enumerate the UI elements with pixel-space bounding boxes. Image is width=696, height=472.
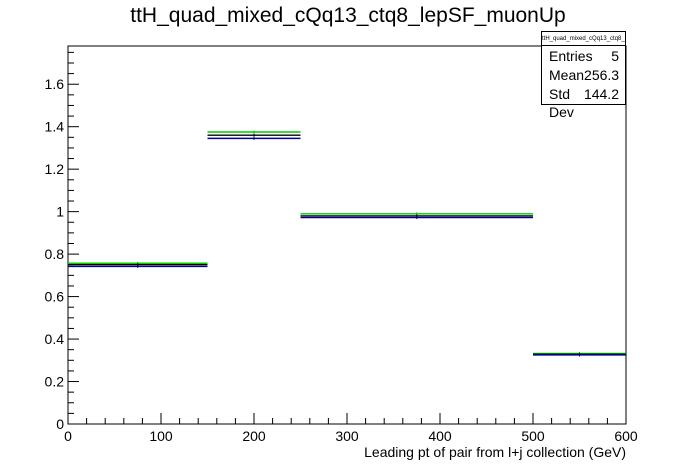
y-tick-label: 0.6 [45,289,65,305]
stats-box: ttH_quad_mixed_cQq13_ctq8_lepSF_muonUp E… [541,31,626,120]
x-tick-label: 0 [64,428,72,444]
axes: 0 100 200 300 400 500 600 0 0.2 0.4 0.6 0.8 1 1.2 1.4 1… [45,51,638,444]
y-tick-label: 1.4 [45,119,65,135]
x-tick-label: 100 [149,428,173,444]
stats-value: 144.2 [583,86,619,102]
chart-title: ttH_quad_mixed_cQq13_ctq8_lepSF_muonUp [130,4,566,27]
y-tick-label: 0.4 [45,331,65,347]
stats-label: Entries [549,48,593,64]
y-tick-label: 1.6 [45,76,65,92]
y-tick-label: 0.8 [45,246,65,262]
x-tick-label: 400 [428,428,452,444]
stats-label: Std Dev [549,86,574,120]
stats-row-mean: Mean 256.3 [542,65,625,84]
histogram-marks [68,130,626,357]
x-tick-label: 500 [521,428,545,444]
x-tick-label: 200 [242,428,266,444]
stats-value: 256.3 [584,67,620,83]
y-tick-label: 0.2 [45,374,65,390]
stats-box-name: ttH_quad_mixed_cQq13_ctq8_lepSF_muonUp [542,32,625,46]
y-tick-label: 1 [56,204,64,220]
stats-row-stddev: Std Dev 144.2 [542,84,625,120]
y-tick-label: 0 [56,416,64,432]
y-tick-label: 1.2 [45,161,65,177]
stats-row-entries: Entries 5 [542,46,625,65]
x-tick-label: 600 [614,428,638,444]
x-axis-label: Leading pt of pair from l+j collection (… [364,444,626,460]
stats-value: 5 [611,48,619,64]
x-tick-label: 300 [335,428,359,444]
stats-label: Mean [549,67,585,83]
